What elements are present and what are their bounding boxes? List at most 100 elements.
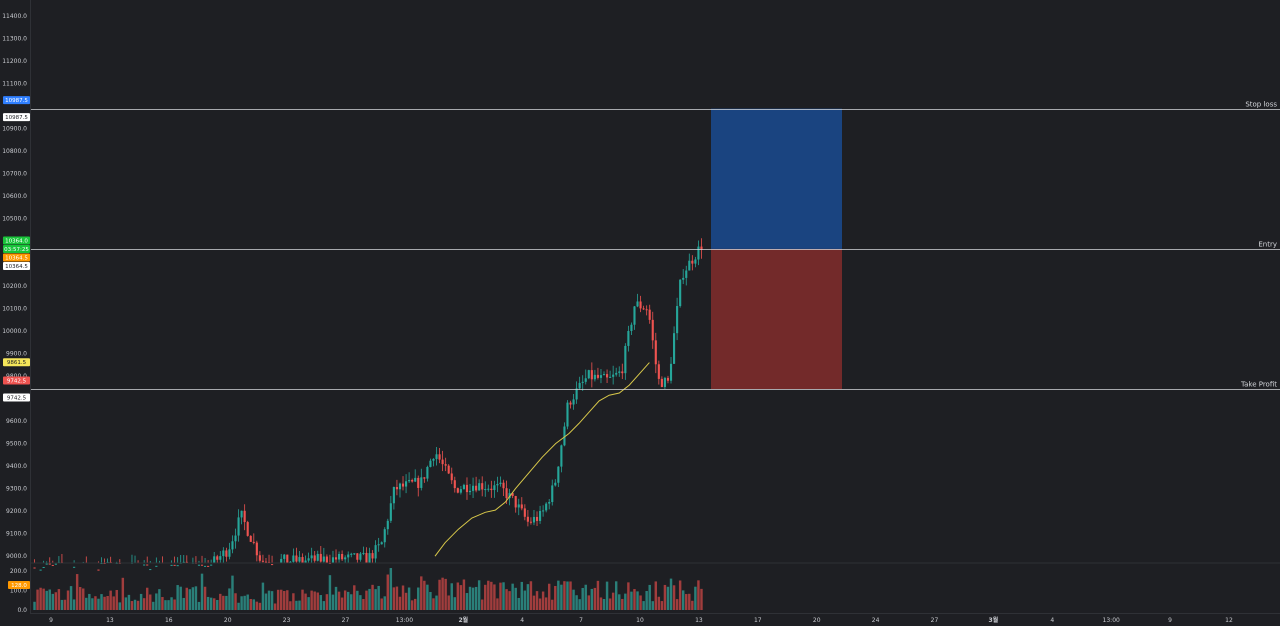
price-tag-box bbox=[3, 113, 30, 122]
volume-bar bbox=[672, 585, 676, 610]
volume-bar bbox=[179, 586, 182, 610]
candle-body bbox=[596, 374, 599, 378]
candle-body bbox=[383, 529, 386, 543]
candle-body bbox=[557, 466, 560, 483]
time-axis[interactable]: 9 13 16 20 23 27 13:00 2월 4 7 10 13 17 20 24 27 3월 4 13:00… bbox=[49, 616, 1233, 624]
candle-body bbox=[609, 376, 612, 378]
price-tag: 9861.5 bbox=[3, 358, 30, 367]
candle-body bbox=[146, 564, 149, 566]
candle-body bbox=[240, 510, 243, 518]
volume-bar bbox=[410, 600, 414, 610]
stop-loss-zone[interactable] bbox=[711, 108, 842, 249]
candle-body bbox=[475, 485, 478, 491]
price-tick-label: 9900.0 bbox=[6, 351, 27, 358]
volume-bar bbox=[240, 596, 243, 610]
price-tag-box bbox=[3, 261, 30, 270]
candle-body bbox=[228, 549, 231, 557]
candle-body bbox=[408, 479, 411, 482]
candle-body bbox=[627, 330, 630, 346]
volume-bar bbox=[490, 581, 493, 610]
volume-tag-text: 128.0 bbox=[11, 583, 27, 589]
candle-body bbox=[322, 556, 325, 562]
volume-bar bbox=[420, 576, 423, 610]
volume-bar bbox=[206, 596, 210, 610]
candle-body bbox=[338, 553, 341, 560]
candle-body bbox=[380, 542, 383, 545]
candle-body bbox=[682, 277, 685, 280]
volume-bar bbox=[429, 591, 432, 610]
candle-body bbox=[551, 485, 554, 503]
candle-body bbox=[143, 564, 146, 566]
volume-bar bbox=[508, 591, 511, 610]
volume-bar bbox=[203, 586, 207, 610]
volume-bar bbox=[145, 587, 149, 610]
volume-bar bbox=[325, 594, 329, 610]
price-axis[interactable]: 11400.0 11300.0 11200.0 11100.0 10900.0 10800… bbox=[2, 13, 27, 560]
price-tick-label: 9200.0 bbox=[6, 508, 27, 515]
candle-body bbox=[374, 545, 377, 559]
candle-body bbox=[176, 565, 179, 567]
candle-body bbox=[307, 558, 310, 561]
volume-tick-label: 0.0 bbox=[17, 607, 27, 614]
price-tag: 10364.5 bbox=[3, 261, 30, 270]
volume-bar bbox=[48, 589, 51, 610]
volume-bar bbox=[60, 599, 64, 610]
candle-body bbox=[362, 552, 365, 554]
volume-bar bbox=[91, 598, 94, 610]
volume-bar bbox=[685, 594, 688, 610]
volume-bar bbox=[343, 590, 347, 610]
volume-bar bbox=[523, 590, 527, 610]
candle-body bbox=[207, 565, 210, 567]
volume-bar bbox=[477, 580, 481, 610]
candle-body bbox=[697, 246, 700, 260]
volume-bar bbox=[118, 602, 122, 610]
volume-bar bbox=[295, 600, 298, 610]
candle-body bbox=[100, 563, 103, 565]
candle-body bbox=[593, 374, 596, 380]
volume-bar bbox=[380, 598, 383, 610]
level-lines[interactable]: Stop loss Entry Take Profit bbox=[30, 101, 1280, 390]
volume-bar bbox=[103, 596, 106, 610]
price-tag-text: 10364.0 bbox=[5, 238, 28, 244]
candle-body bbox=[648, 309, 651, 320]
volume-bar bbox=[57, 589, 61, 610]
volume-bar bbox=[316, 592, 319, 610]
candle-body bbox=[599, 375, 603, 378]
candle-body bbox=[359, 553, 362, 560]
time-tick-label: 20 bbox=[813, 617, 821, 624]
candle-body bbox=[481, 483, 484, 490]
candle-body bbox=[347, 554, 350, 558]
candle-body bbox=[319, 553, 322, 562]
volume-bar bbox=[444, 578, 447, 610]
volume-bar bbox=[447, 595, 450, 610]
candle-body bbox=[170, 564, 173, 566]
candle-body bbox=[395, 487, 398, 490]
volume-bar bbox=[286, 590, 289, 610]
candle-body bbox=[657, 364, 660, 379]
take-profit-zone[interactable] bbox=[711, 248, 842, 390]
volume-bar bbox=[459, 585, 463, 610]
candle-body bbox=[204, 565, 207, 567]
candle-body bbox=[691, 260, 694, 264]
time-tick-label: 24 bbox=[872, 617, 880, 624]
volume-bar bbox=[82, 588, 85, 610]
volume-bar bbox=[194, 586, 198, 610]
stop-zone-box bbox=[711, 108, 842, 249]
volume-bar bbox=[252, 599, 256, 610]
candle-body bbox=[316, 553, 319, 561]
volume-bar bbox=[362, 599, 365, 610]
candle-body bbox=[237, 517, 240, 536]
volume-bar bbox=[319, 595, 323, 610]
price-tick-label: 11200.0 bbox=[2, 58, 27, 65]
candle-body bbox=[289, 561, 292, 563]
volume-bar bbox=[563, 581, 566, 610]
candle-body bbox=[587, 370, 590, 379]
volume-bar bbox=[368, 588, 371, 610]
candle-body bbox=[505, 488, 508, 499]
candle-body bbox=[219, 556, 222, 560]
entry-label: Entry bbox=[1258, 241, 1277, 249]
candle-body bbox=[411, 479, 414, 482]
volume-bar bbox=[423, 580, 426, 610]
